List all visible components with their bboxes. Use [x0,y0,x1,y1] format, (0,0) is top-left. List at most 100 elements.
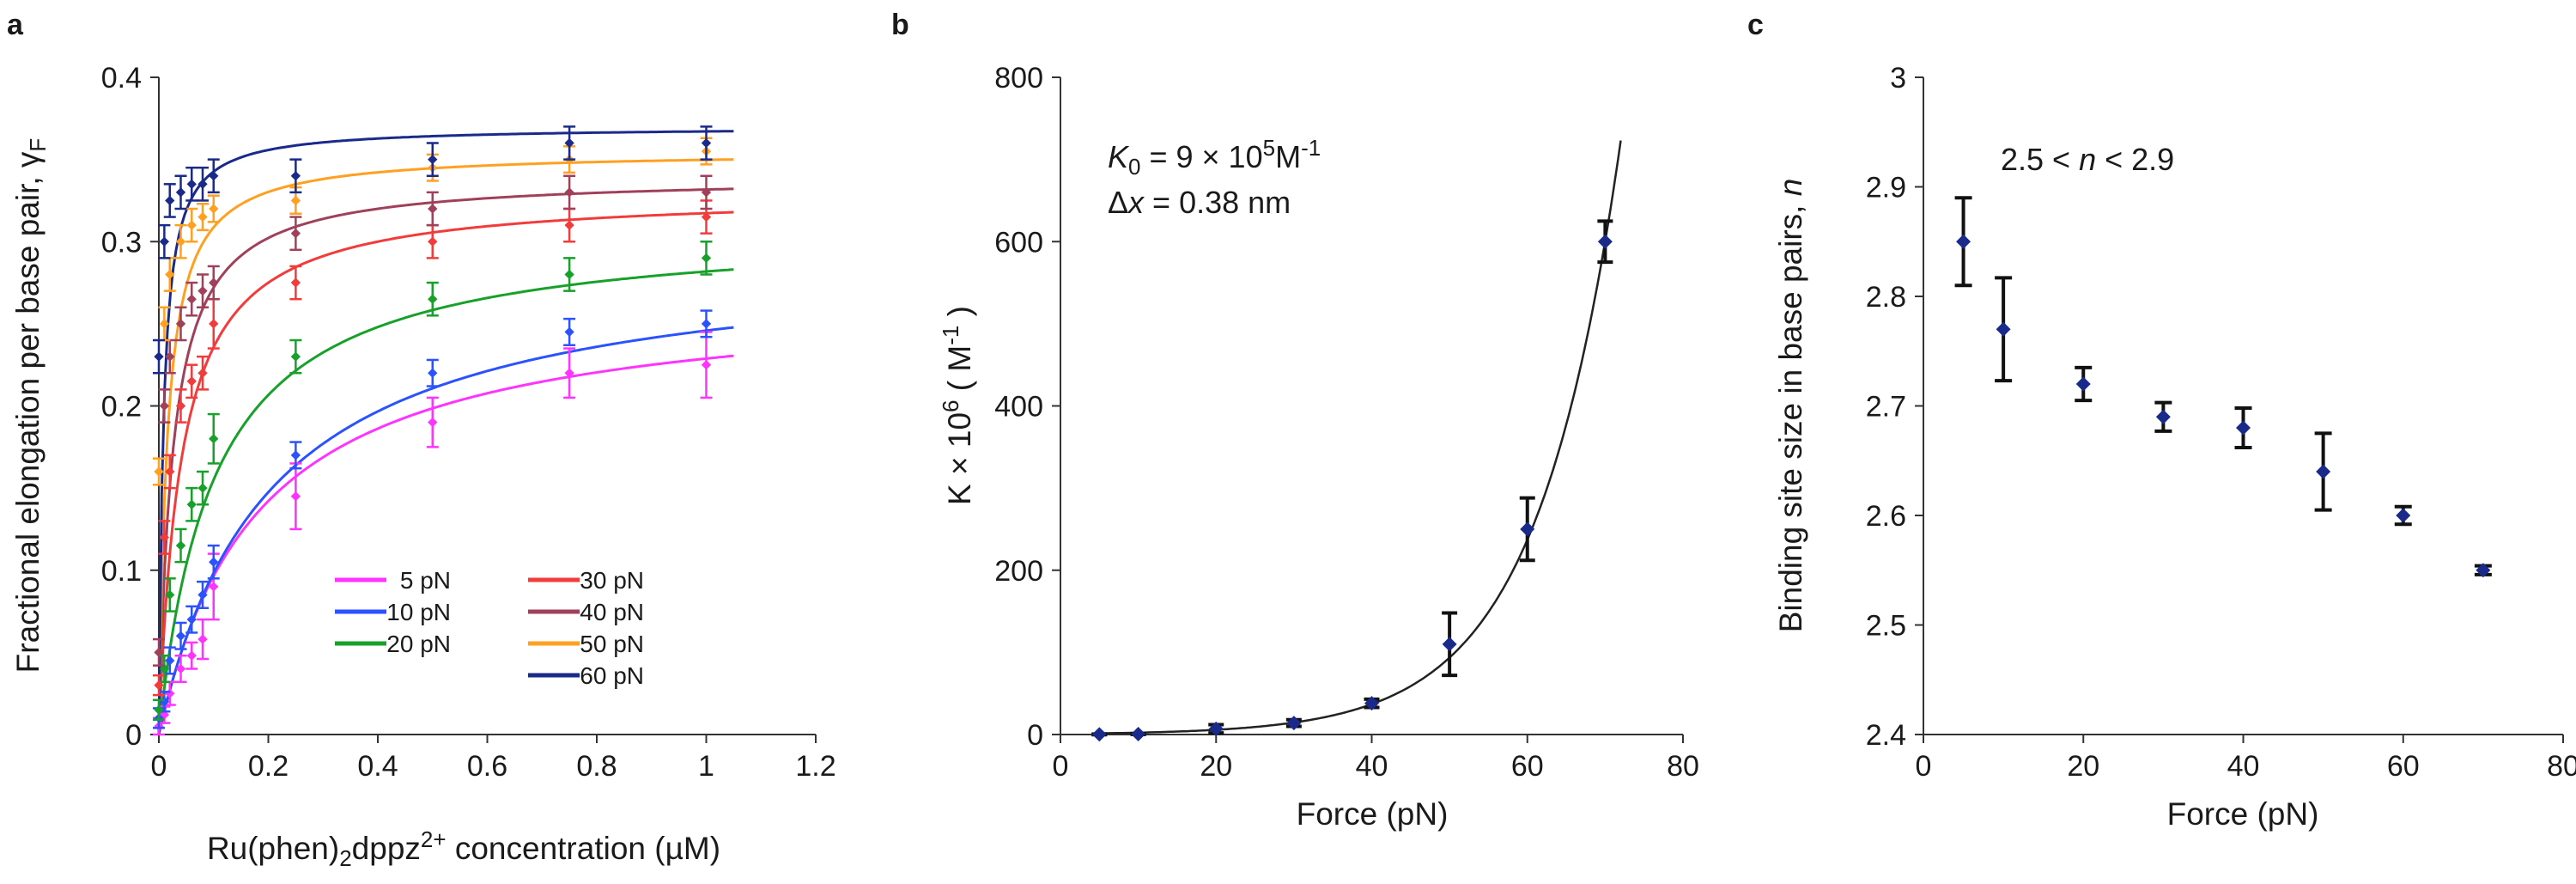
panel-c-y-tick-label: 2.4 [1866,719,1906,752]
panel-a-y-tick-label: 0.1 [101,555,142,588]
panel-a-point-30pN-marker [209,319,219,329]
panel-a-point-5pN [185,641,198,670]
panel-c-y-label: Binding site size in base pairs, n [1773,179,1808,633]
panel-a-point-10pN-marker [186,614,197,625]
panel-a-point-20pN-marker [209,434,219,444]
panel-a-point-20pN [185,486,198,522]
panel-c-x-label: Force (pN) [2167,796,2319,832]
panel-a-point-20pN-marker [428,294,438,304]
panel-a-point-20pN-marker [165,589,175,601]
panel-a-point-20pN [426,281,439,317]
panel-b-x-tick-label: 20 [1200,750,1232,783]
panel-b-x-label: Force (pN) [1297,796,1449,832]
panel-c-annotation: 2.5 < n < 2.9 [2001,142,2174,177]
panel-a-point-10pN [174,621,187,650]
panel-a-point-10pN [163,646,176,675]
panel-a-point-50pN-marker [209,204,219,214]
panel-c-y-tick-label: 2.8 [1866,281,1906,314]
panel-a-point-20pN-marker [701,253,712,264]
panel-a-point-40pN-marker [209,277,219,288]
panel-a-point-60pN [174,174,187,210]
panel-a-point-10pN [185,605,198,634]
panel-b-x-tick-label: 80 [1667,750,1699,783]
panel-a-point-50pN [207,194,220,223]
panel-a-point-50pN-marker [290,195,301,206]
panel-a-point-5pN-marker [186,650,197,661]
panel-a-point-20pN [289,338,302,375]
panel-c-x-tick-label: 60 [2387,750,2420,783]
panel-b-point-marker [1131,727,1146,742]
panel-a-point-10pN-marker [701,319,712,329]
panel-a-fit-60pN [157,130,734,735]
legend-label-60pN: 60 pN [580,662,644,689]
panel-c-point-marker [2236,420,2251,436]
panel-a-point-20pN-marker [175,540,186,551]
panel-c-point-marker [2075,376,2091,392]
panel-a-x-tick-label: 0.8 [576,750,617,783]
panel-a-point-40pN [158,388,171,424]
panel-a-point-60pN-marker [175,187,186,198]
panel-b-data-points [1091,219,1613,742]
panel-b-annotation-dx: Δx = 0.38 nm [1108,185,1291,220]
panel-a-point-60pN [163,183,176,218]
panel-a-point-40pN [197,273,209,308]
panel-a-point-5pN-marker [165,688,175,698]
panel-a-point-5pN [563,347,576,399]
panel-c-y-tick-label: 2.6 [1866,500,1906,533]
panel-a-point-30pN [563,207,576,243]
panel-a-fit-40pN [157,187,734,735]
panel-a-fit-30pN [157,210,734,735]
panel-c-x-tick-label: 0 [1916,750,1932,783]
panel-a-x-label: Ru(phen)2dppz2+ concentration (µM) [207,826,720,871]
panel-a-point-30pN [153,674,165,697]
panel-a-point-5pN [700,331,713,399]
panel-b-point-marker [1520,521,1535,537]
panel-a-data-points [153,125,713,736]
panel-a-point-40pN [174,306,187,342]
panel-a-fit-50pN [157,158,734,735]
panel-c: 0 20 40 60 802.42.52.62.72.82.93 Force (pN) … [1773,62,2576,832]
panel-a-point-40pN [563,174,576,210]
panel-a-point-50pN [185,207,198,243]
panel-a-point-20pN-marker [290,351,301,362]
legend-label-10pN: 10 pN [386,599,451,625]
panel-c-point-marker [1956,234,1971,249]
panel-c-x-tick-label: 80 [2547,750,2576,783]
panel-a-point-60pN-marker [186,179,197,189]
panel-a-point-30pN [185,363,198,399]
panel-a-x-tick-label: 0.4 [357,750,398,783]
panel-a-point-10pN [426,358,439,387]
panel-a-point-60pN-marker [197,179,208,189]
panel-a-point-10pN [563,317,576,346]
panel-a-point-10pN-marker [564,326,574,338]
panel-c-y-tick-label: 2.9 [1866,172,1906,204]
panel-a-point-40pN [426,191,439,227]
panel-a-point-10pN-marker [428,368,438,378]
panel-a-point-10pN [700,309,713,338]
legend-label-5pN: 5 pN [400,567,451,594]
panel-b-x-tick-label: 60 [1511,750,1544,783]
panel-a-y-tick-label: 0.2 [101,391,142,424]
panel-a-point-30pN-marker [186,376,197,387]
panel-b-annotation-k0: K0 = 9 × 105M-1 [1108,135,1321,180]
panel-a-point-50pN-marker [197,211,208,223]
panel-a-point-50pN-marker [186,220,197,230]
panel-b-y-tick-label: 600 [994,226,1043,259]
panel-a-point-30pN-marker [564,220,574,230]
panel-a-point-50pN [174,223,187,259]
panel-b-x-tick-label: 0 [1053,750,1069,783]
panel-b-fit-curve [1099,140,1622,735]
panel-a-point-40pN-marker [564,187,574,198]
panel-a-point-40pN-marker [154,647,164,658]
panel-c-data-points [1954,196,2492,578]
panel-a-x-tick-label: 0.2 [248,750,289,783]
panel-a-point-60pN [563,125,576,161]
panel-a-point-10pN-marker [209,557,219,567]
panel-a-x-tick-label: 0.6 [467,750,507,783]
panel-a-point-20pN-marker [154,704,164,715]
panel-a-point-20pN [207,412,220,465]
panel-a-point-20pN [174,527,187,564]
